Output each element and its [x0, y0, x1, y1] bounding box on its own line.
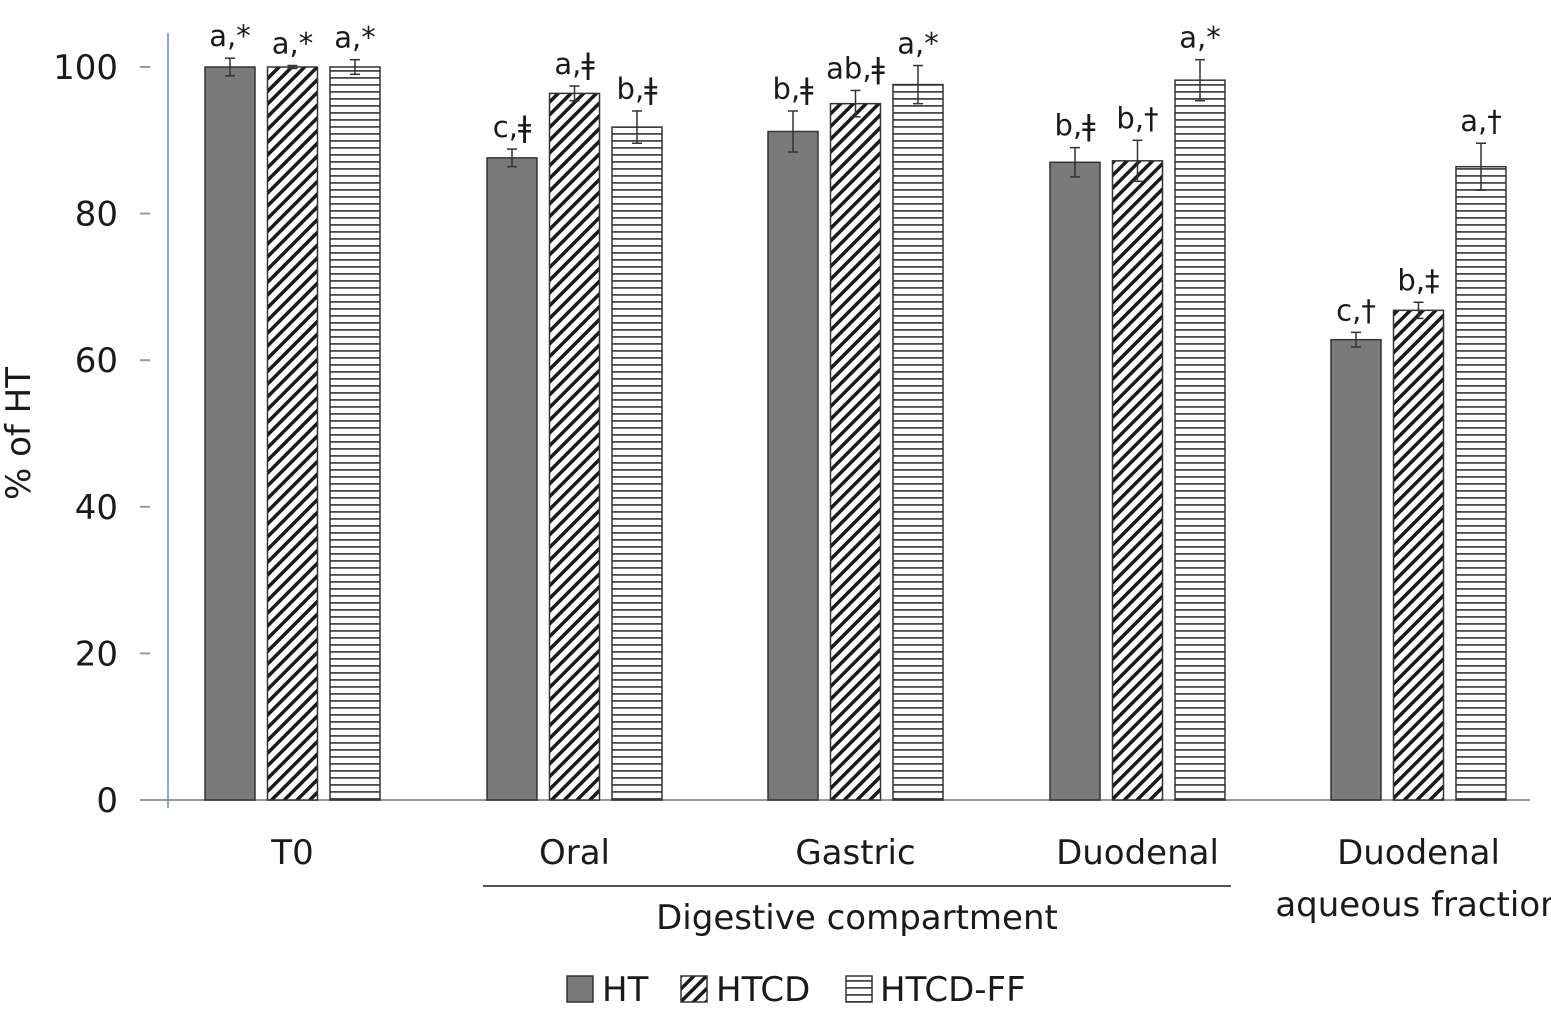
bar-htcd-ff	[329, 66, 381, 801]
category-label: Duodenal	[1056, 833, 1219, 873]
category-label: T0	[270, 833, 313, 873]
significance-label: c,†	[1336, 293, 1376, 327]
bar-ht	[767, 130, 819, 801]
y-axis-title: % of HT	[0, 367, 39, 500]
legend-label: HTCD	[716, 970, 810, 1010]
significance-label: a,*	[334, 21, 376, 55]
y-tick-label: 100	[53, 48, 118, 88]
significance-label: ab,ǂ	[826, 51, 885, 85]
bar-htcd	[1111, 160, 1164, 801]
significance-label: a,*	[1179, 21, 1221, 55]
bar-htcd-ff	[1174, 79, 1226, 801]
category-label: aqueous fraction	[1275, 885, 1551, 925]
significance-label: c,ǂ	[493, 110, 532, 144]
bar-ht	[1049, 161, 1101, 801]
significance-label: b,ǂ	[1055, 109, 1097, 143]
category-label: Oral	[539, 833, 610, 873]
bar-htcd-ff	[1455, 165, 1507, 801]
significance-label: b,†	[1116, 101, 1158, 135]
y-tick-label: 40	[75, 488, 118, 528]
bar-ht	[1330, 338, 1382, 801]
significance-label: a,ǂ	[554, 47, 595, 81]
legend-swatch-ht	[566, 975, 594, 1003]
significance-label: b,ǂ	[773, 72, 815, 106]
bar-ht	[204, 66, 256, 801]
bar-htcd	[266, 66, 319, 801]
significance-label: b,ǂ	[617, 72, 659, 106]
y-tick-label: 80	[75, 195, 118, 235]
significance-label: a,†	[1460, 104, 1502, 138]
significance-label: a,*	[209, 19, 251, 53]
legend-swatch-htcd-ff	[845, 975, 873, 1003]
bar-htcd-ff	[892, 83, 944, 801]
bar-htcd-ff	[611, 126, 663, 801]
group-label: Digestive compartment	[656, 898, 1058, 938]
bar-htcd	[548, 92, 601, 801]
bar-htcd	[1392, 309, 1445, 801]
bar-htcd	[829, 102, 882, 801]
category-label: Gastric	[795, 833, 915, 873]
y-tick-label: 60	[75, 341, 118, 381]
y-tick-label: 0	[96, 781, 118, 821]
significance-label: a,*	[897, 27, 939, 61]
significance-label: b,‡	[1397, 263, 1439, 297]
y-tick-label: 20	[75, 634, 118, 674]
bar-ht	[486, 157, 538, 801]
category-label: Duodenal	[1337, 833, 1500, 873]
legend-swatch-htcd	[680, 975, 708, 1003]
significance-label: a,*	[272, 27, 314, 61]
legend-label: HT	[602, 970, 649, 1010]
legend-label: HTCD-FF	[880, 970, 1026, 1010]
